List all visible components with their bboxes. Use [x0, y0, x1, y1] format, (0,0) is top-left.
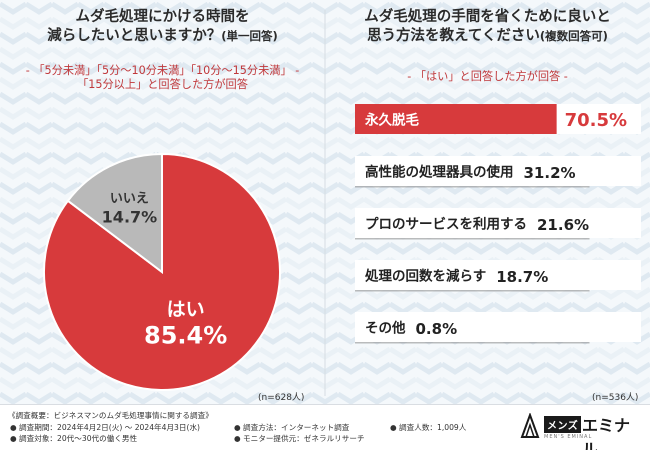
bar-fill-4: [355, 312, 357, 342]
bar-underline: [355, 342, 590, 344]
logo-brand: エミナル: [582, 416, 631, 450]
bar-track: [355, 156, 641, 186]
bar-label-4: その他: [365, 320, 406, 337]
pie-sample-size: (n=628人): [258, 393, 305, 403]
bar-track: [355, 312, 641, 342]
bar-value-2: 21.6%: [537, 216, 589, 234]
brand-logo: メンズ エミナル MEN'S EMINAL: [520, 408, 642, 450]
footer-target: ● 調査対象：20代〜30代の働く男性: [10, 434, 138, 443]
logo-sub: MEN'S EMINAL: [544, 434, 593, 440]
pie-value-no: 14.7%: [102, 207, 158, 226]
left-chart-title: ムダ毛処理にかける時間を 減らしたいと思いますか？(単一回答): [0, 8, 325, 46]
right-title-line2: 思う方法を教えてください(複数回答可): [325, 27, 650, 46]
bar-underline: [355, 238, 590, 240]
right-title-paren: (複数回答可): [539, 29, 608, 43]
bar-value-3: 18.7%: [496, 268, 548, 286]
bar-sample-size: (n=536人): [592, 393, 639, 403]
bar-label-0: 永久脱毛: [365, 112, 419, 129]
bar-chart: 永久脱毛 70.5% 高性能の処理器具の使用 31.2% プロのサービスを利用する 21.…: [355, 104, 641, 344]
bar-track: [355, 260, 641, 290]
bar-label-3: 処理の回数を減らす: [364, 268, 486, 285]
right-chart-subtitle: - 「はい」と回答した方が回答 -: [407, 70, 568, 83]
bar-value-1: 31.2%: [524, 164, 576, 182]
bar-underline: [355, 290, 590, 292]
bar-value-4: 0.8%: [416, 320, 458, 338]
logo-mark-icon: [520, 413, 540, 438]
bar-underline: [355, 186, 590, 188]
right-title-line1: ムダ毛処理の手間を省くために良いと: [364, 9, 611, 25]
pie-label-no: いいえ: [110, 191, 149, 206]
pie-slice-no: [66, 152, 163, 275]
bar-value-0: 70.5%: [565, 110, 627, 131]
footer-monitor: ● モニター提供元：ゼネラルリサーチ: [234, 434, 365, 443]
right-title-line2-main: 思う方法を教えてください: [367, 28, 540, 44]
left-title-paren: (単一回答): [221, 29, 278, 43]
footer-method: ● 調査方法：インターネット調査: [234, 423, 350, 432]
footer-title: 《調査概要：ビジネスマンのムダ毛処理事情に関する調査》: [8, 411, 213, 420]
logo-mens: メンズ: [544, 416, 582, 433]
left-title-line2: 減らしたいと思いますか？(単一回答): [0, 27, 325, 46]
pie-label-yes: はい: [167, 299, 205, 321]
bar-label-1: 高性能の処理器具の使用: [365, 164, 514, 181]
pie-value-yes: 85.4%: [144, 322, 227, 350]
left-title-line1: ムダ毛処理にかける時間を: [75, 9, 250, 25]
right-chart-title: ムダ毛処理の手間を省くために良いと 思う方法を教えてください(複数回答可): [325, 8, 650, 46]
left-title-line2-main: 減らしたいと思いますか？: [47, 28, 222, 44]
left-sub-line1: - 「5分未満」「5分〜10分未満」「10分〜15分未満」 -: [25, 64, 300, 77]
survey-footer: 《調査概要：ビジネスマンのムダ毛処理事情に関する調査》 ● 調査期間：2024年…: [0, 404, 650, 450]
bar-track: [355, 208, 641, 238]
bar-label-2: プロのサービスを利用する: [365, 216, 527, 233]
footer-period: ● 調査期間：2024年4月2日(火) 〜 2024年4月3日(水): [10, 423, 201, 432]
left-chart-subtitle: - 「5分未満」「5分〜10分未満」「10分〜15分未満」 - 「15分以上」と…: [0, 64, 325, 92]
footer-count: ● 調査人数：1,009人: [390, 423, 467, 432]
left-sub-line2: 「15分以上」と回答した方が回答: [77, 78, 248, 91]
bar-fill-0: [355, 104, 557, 134]
